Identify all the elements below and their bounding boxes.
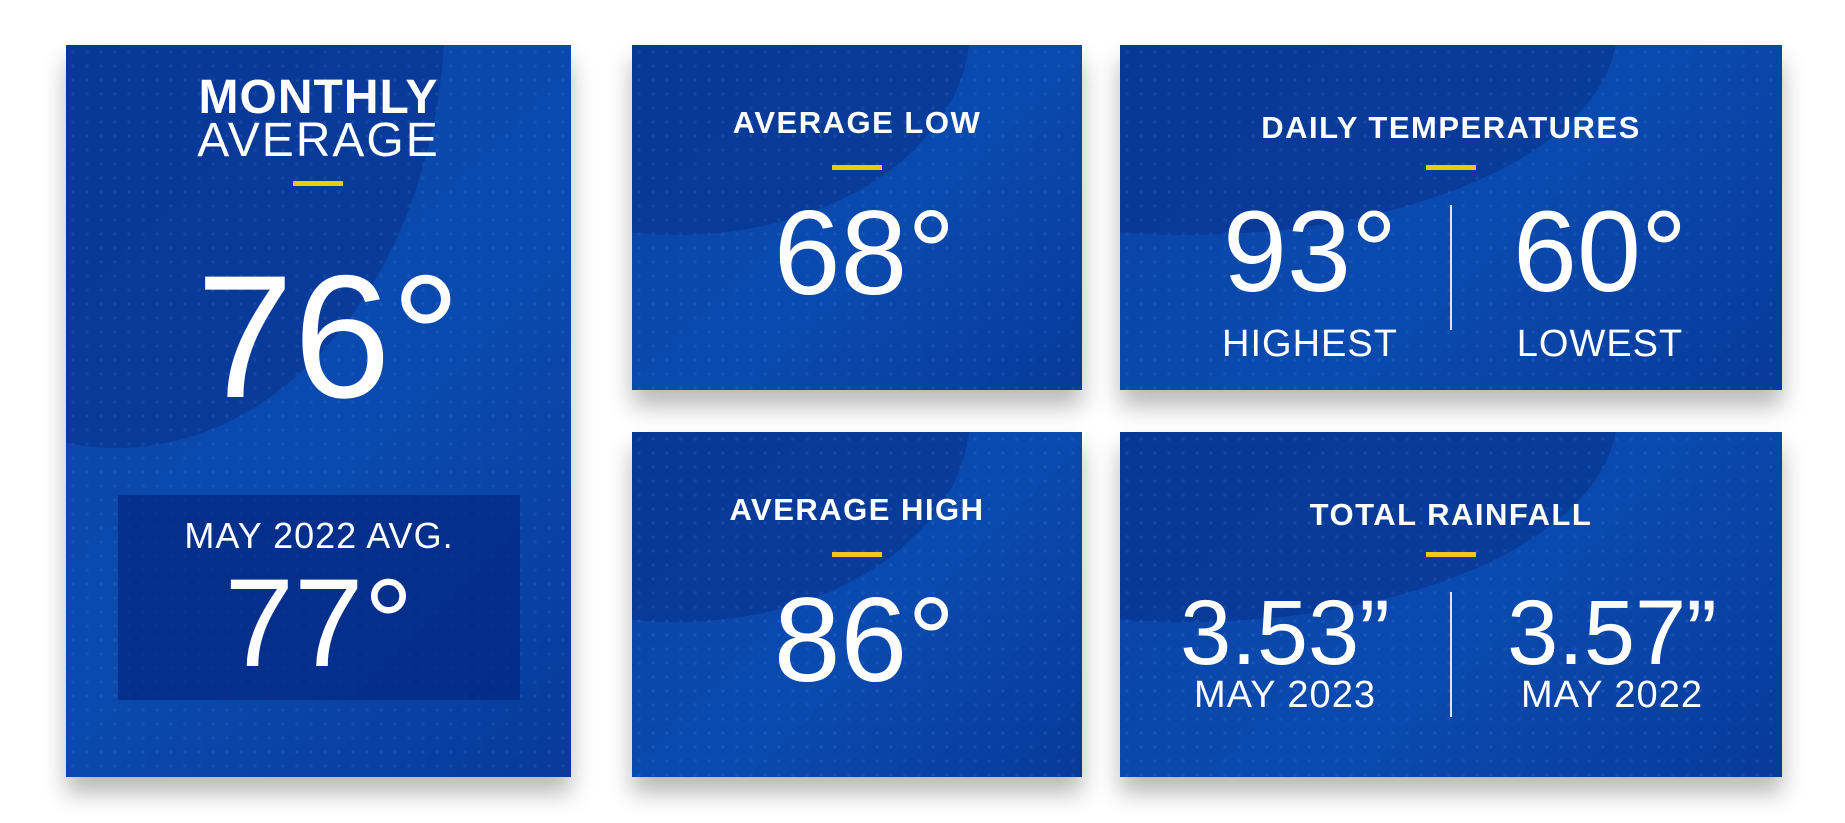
accent-bar — [832, 165, 882, 170]
divider — [1450, 205, 1452, 330]
average-high-value: 86° — [773, 573, 956, 707]
average-low-card: AVERAGE LOW 68° — [632, 45, 1082, 390]
monthly-average-card: MONTHLY AVERAGE 76° MAY 2022 AVG. 77° — [66, 45, 571, 777]
rainfall-title: TOTAL RAINFALL — [1309, 497, 1593, 532]
accent-bar — [832, 552, 882, 557]
compare-box: MAY 2022 AVG. 77° — [118, 495, 520, 700]
monthly-title-bold: MONTHLY — [198, 71, 439, 124]
monthly-title-light: AVERAGE — [197, 114, 440, 167]
average-low-value: 68° — [773, 186, 956, 320]
average-high-card: AVERAGE HIGH 86° — [632, 432, 1082, 777]
monthly-value: 76° — [196, 240, 461, 435]
accent-bar — [1426, 552, 1476, 557]
accent-bar — [293, 181, 343, 186]
lowest-value: 60° — [1513, 188, 1687, 316]
highest-value: 93° — [1223, 188, 1397, 316]
compare-label: MAY 2022 AVG. — [184, 515, 454, 556]
divider — [1450, 592, 1452, 717]
prior-rainfall-label: MAY 2022 — [1521, 674, 1703, 716]
accent-bar — [1426, 165, 1476, 170]
total-rainfall-card: TOTAL RAINFALL 3.53” MAY 2023 3.57” MAY … — [1120, 432, 1782, 777]
highest-label: HIGHEST — [1222, 323, 1398, 365]
daily-title: DAILY TEMPERATURES — [1261, 110, 1641, 145]
compare-value: 77° — [224, 554, 414, 693]
average-low-title: AVERAGE LOW — [732, 105, 982, 140]
prior-rainfall-value: 3.57” — [1507, 582, 1717, 684]
daily-temperatures-card: DAILY TEMPERATURES 93° HIGHEST 60° LOWES… — [1120, 45, 1782, 390]
average-high-title: AVERAGE HIGH — [729, 492, 985, 527]
lowest-label: LOWEST — [1516, 323, 1684, 365]
current-rainfall-value: 3.53” — [1180, 582, 1390, 684]
current-rainfall-label: MAY 2023 — [1194, 674, 1376, 716]
